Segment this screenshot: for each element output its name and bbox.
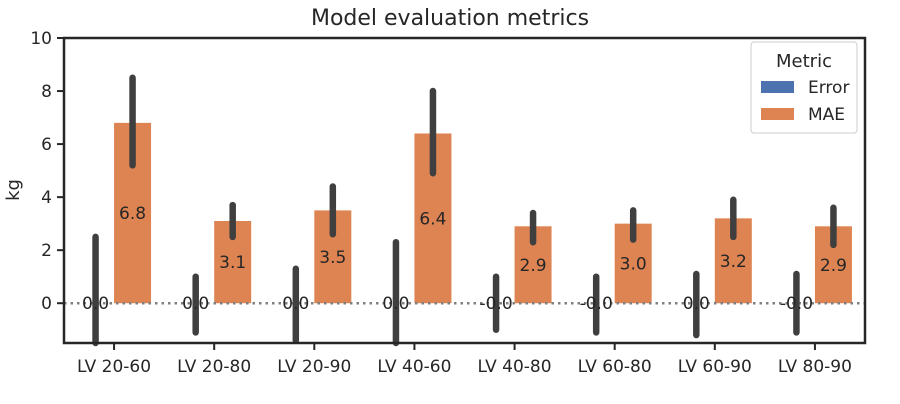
y-tick-label: 4 [41,188,52,208]
bar-value-label-mae-7: 3.2 [720,252,747,272]
legend-label-mae: MAE [808,105,845,125]
y-axis-label: kg [3,179,24,201]
bar-value-label-mae-2: 3.1 [219,253,246,273]
legend-title: Metric [776,51,832,72]
plot-frame [62,36,867,345]
x-tick-label: LV 20-60 [77,357,151,377]
x-tick-label: LV 40-80 [478,357,552,377]
bar-value-label-error-4: 0.0 [382,294,409,314]
bar-value-label-error-3: 0.0 [282,294,309,314]
legend-swatch-error [761,81,794,93]
bar-value-label-mae-1: 6.8 [119,204,146,224]
y-tick-label: 2 [41,241,52,261]
legend-swatch-mae [761,108,794,120]
x-tick-label: LV 80-90 [778,357,852,377]
bar-value-label-error-2: 0.0 [182,294,209,314]
y-tick-label: 8 [41,82,52,102]
chart-title: Model evaluation metrics [311,6,589,31]
x-tick-label: LV 40-60 [377,357,451,377]
legend-label-error: Error [808,78,849,98]
x-tick-label: LV 60-80 [578,357,652,377]
x-tick-label: LV 20-90 [277,357,351,377]
bar-value-label-mae-6: 3.0 [620,254,647,274]
bar-value-label-error-6: -0.0 [580,294,613,314]
bar-value-label-mae-4: 6.4 [419,209,446,229]
bar-value-label-mae-8: 2.9 [820,256,847,276]
legend: Metric Error MAE [750,41,858,134]
bar-value-label-error-5: -0.0 [479,294,512,314]
bar-value-label-error-8: -0.0 [780,294,813,314]
y-tick-label: 10 [30,29,52,49]
bar-value-label-error-7: 0.0 [683,294,710,314]
bar-value-label-error-1: 0.0 [82,294,109,314]
y-tick-label: 6 [41,135,52,155]
bar-value-label-mae-3: 3.5 [319,248,346,268]
bar-value-label-mae-5: 2.9 [520,256,547,276]
y-tick-label: 0 [41,294,52,314]
x-tick-label: LV 20-80 [177,357,251,377]
x-tick-label: LV 60-90 [678,357,752,377]
